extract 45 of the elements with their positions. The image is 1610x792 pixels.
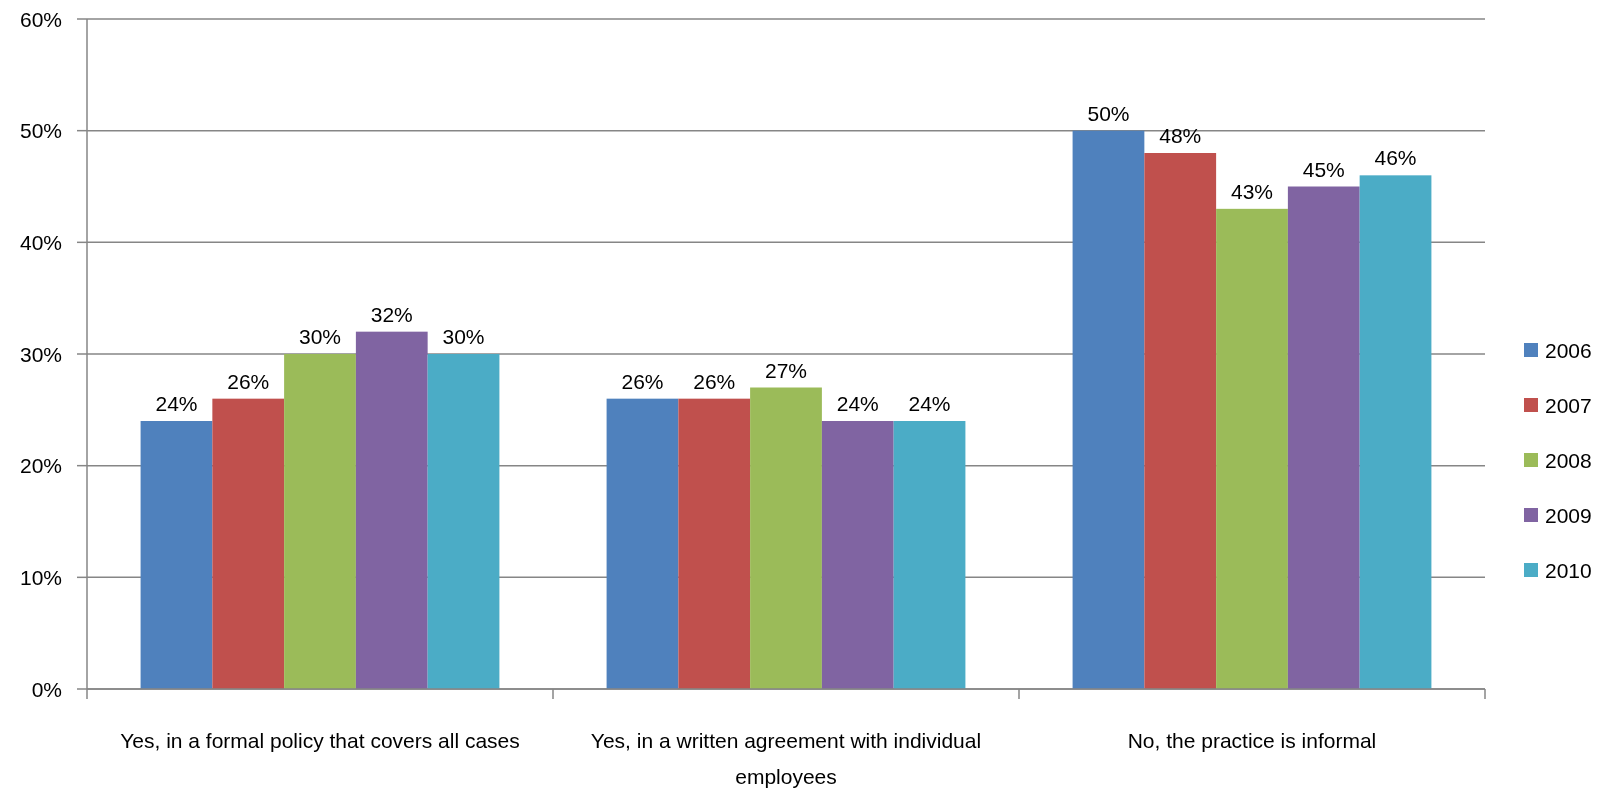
data-label: 46% [1374, 146, 1417, 170]
legend-label: 2007 [1545, 393, 1592, 417]
data-label: 27% [764, 358, 808, 382]
y-tick-label: 30% [19, 342, 62, 366]
data-label: 26% [693, 369, 736, 393]
data-label: 24% [908, 392, 951, 415]
data-label: 30% [298, 325, 342, 348]
bar [212, 398, 285, 689]
data-label: 24% [836, 392, 879, 415]
data-label: 26% [227, 369, 270, 393]
legend-label: 2010 [1545, 558, 1592, 582]
data-label: 30% [442, 325, 485, 348]
data-label: 24% [155, 392, 198, 415]
data-label: 50% [1087, 101, 1130, 125]
legend-label: 2009 [1545, 503, 1592, 527]
legend-label: 2006 [1545, 338, 1592, 362]
bar [1287, 186, 1360, 689]
data-label: 43% [1230, 179, 1274, 203]
y-tick-label: 40% [19, 230, 62, 254]
bar [750, 387, 822, 689]
bar [1359, 175, 1432, 689]
bar [284, 354, 356, 689]
y-tick-label: 0% [31, 677, 62, 701]
bar [1216, 208, 1288, 689]
bar [140, 421, 213, 689]
bar [1144, 153, 1217, 689]
bar [678, 398, 751, 689]
y-tick-label: 20% [19, 454, 62, 478]
x-tick-label: Yes, in a formal policy that covers all cases [120, 728, 520, 752]
x-tick-label: No, the practice is informal [1127, 728, 1377, 752]
bar [606, 398, 679, 689]
bar [821, 421, 894, 689]
data-label: 48% [1159, 124, 1202, 147]
bar [1072, 130, 1145, 689]
data-label: 26% [621, 369, 664, 393]
y-tick-label: 60% [19, 7, 62, 31]
bar [427, 354, 500, 689]
y-tick-label: 10% [19, 565, 62, 589]
y-tick-label: 50% [19, 119, 62, 143]
x-tick-label: Yes, in a written agreement with individual employees [590, 728, 982, 788]
bar [893, 421, 966, 689]
data-label: 32% [370, 302, 413, 326]
data-label: 45% [1302, 157, 1345, 181]
bar [355, 331, 428, 689]
legend-label: 2008 [1545, 448, 1592, 472]
